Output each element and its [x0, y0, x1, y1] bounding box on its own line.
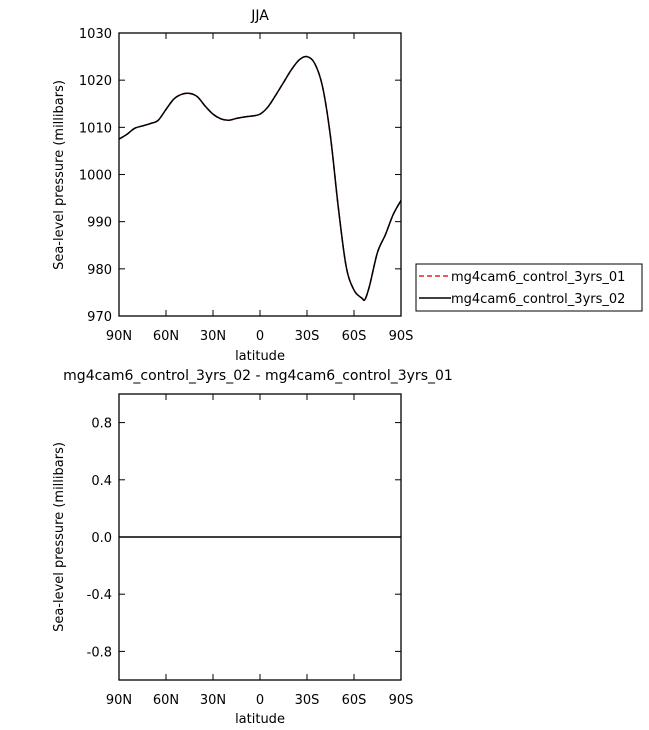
x-tick-label: 60N — [153, 329, 179, 344]
y-tick-label: 1020 — [79, 74, 112, 89]
bottom-y-tick-labels: -0.8 -0.4 0.0 0.4 0.8 — [87, 417, 112, 661]
y-tick-label: 1030 — [79, 27, 112, 42]
y-tick-label: -0.8 — [87, 645, 112, 660]
x-tick-label: 30S — [295, 329, 320, 344]
x-tick-label: 90N — [106, 693, 132, 708]
top-y-axis-label: Sea-level pressure (millibars) — [52, 80, 67, 270]
top-plot-frame — [118, 32, 402, 317]
bottom-y-axis-label: Sea-level pressure (millibars) — [52, 442, 67, 632]
top-axis-ticks — [118, 32, 402, 317]
x-tick-label: 30N — [200, 329, 226, 344]
bottom-chart-title: mg4cam6_control_3yrs_02 - mg4cam6_contro… — [63, 368, 453, 384]
x-tick-label: 90N — [106, 329, 132, 344]
x-tick-label: 60S — [342, 329, 367, 344]
x-tick-label: 30S — [295, 693, 320, 708]
bottom-x-tick-labels: 90N 60N 30N 0 30S 60S 90S — [106, 693, 414, 708]
legend-label-series-02: mg4cam6_control_3yrs_02 — [451, 292, 625, 307]
top-y-tick-labels: 970 980 990 1000 1010 1020 1030 — [79, 27, 112, 325]
y-tick-label: 0.0 — [91, 531, 112, 546]
x-tick-label: 0 — [256, 329, 264, 344]
series-line-2 — [118, 55, 402, 302]
bottom-plot-frame — [118, 393, 402, 681]
y-tick-label: 0.8 — [91, 417, 112, 432]
top-chart-title: JJA — [250, 8, 269, 24]
x-tick-label: 30N — [200, 693, 226, 708]
legend-box — [415, 263, 643, 312]
bottom-panel: mg4cam6_control_3yrs_02 - mg4cam6_contro… — [52, 368, 453, 727]
x-tick-label: 60S — [342, 693, 367, 708]
top-panel: JJA 970 980 990 1000 1010 1020 1030 90N 60N 30N 0… — [52, 8, 413, 364]
x-tick-label: 90S — [389, 693, 414, 708]
x-tick-label: 90S — [389, 329, 414, 344]
x-tick-label: 0 — [256, 693, 264, 708]
y-tick-label: 990 — [87, 216, 112, 231]
y-tick-label: 1000 — [79, 169, 112, 184]
y-tick-label: 970 — [87, 310, 112, 325]
top-series-group — [118, 55, 402, 302]
legend-label-series-01: mg4cam6_control_3yrs_01 — [451, 270, 625, 285]
top-x-axis-label: latitude — [235, 349, 285, 364]
y-tick-label: 980 — [87, 263, 112, 278]
top-x-tick-labels: 90N 60N 30N 0 30S 60S 90S — [106, 329, 414, 344]
x-tick-label: 60N — [153, 693, 179, 708]
bottom-x-axis-label: latitude — [235, 712, 285, 727]
y-tick-label: 1010 — [79, 121, 112, 136]
y-tick-label: 0.4 — [91, 474, 112, 489]
legend: mg4cam6_control_3yrs_01 mg4cam6_control_… — [415, 263, 643, 312]
y-tick-label: -0.4 — [87, 588, 112, 603]
series-line-1 — [118, 55, 402, 302]
